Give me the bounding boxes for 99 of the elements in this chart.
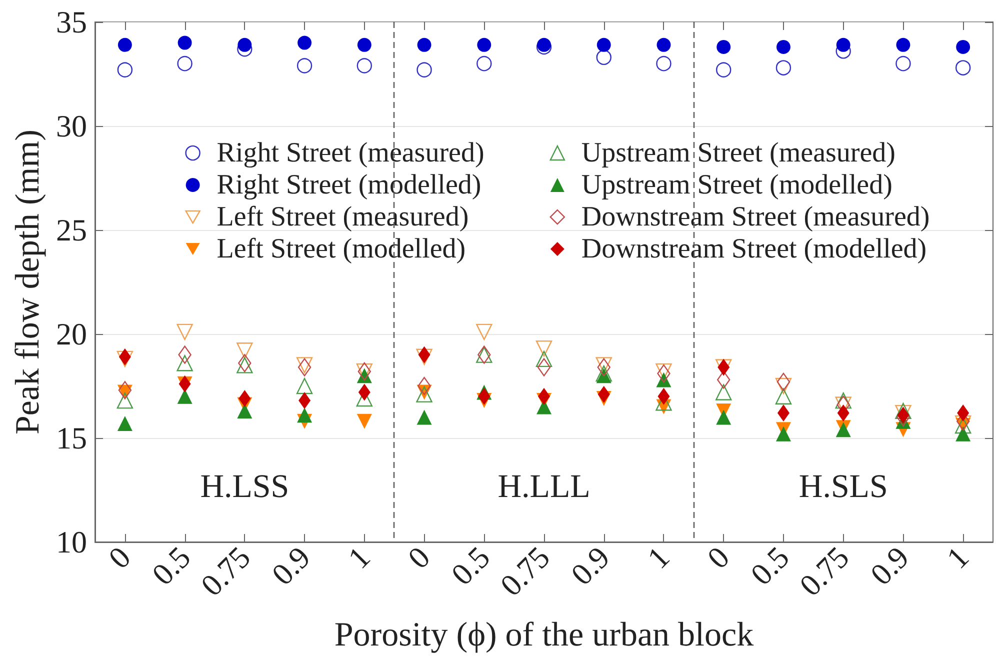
point: [656, 38, 671, 52]
point: [478, 388, 490, 405]
x-tick-label: 1: [640, 540, 676, 576]
point: [596, 50, 612, 65]
point: [956, 426, 971, 442]
point: [957, 404, 970, 422]
point: [656, 372, 672, 388]
legend-label: Left Street (measured): [216, 202, 469, 232]
y-axis-title: Peak flow depth (mm): [10, 130, 46, 434]
point: [118, 348, 131, 366]
point: [658, 388, 670, 405]
annotation: H.SLS: [798, 469, 888, 505]
point: [896, 38, 910, 52]
point: [117, 62, 133, 78]
point: [117, 416, 132, 431]
legend-label: Downstream Street (measured): [581, 202, 930, 232]
point: [416, 348, 432, 365]
y-tick-label: 35: [56, 4, 87, 40]
point: [177, 388, 192, 404]
point: [716, 40, 731, 54]
point: [118, 381, 132, 400]
x-tick-label: 0.9: [564, 540, 616, 592]
x-axis-title: Porosity (ϕ) of the urban block: [334, 616, 754, 654]
point: [418, 376, 431, 396]
point: [896, 56, 911, 72]
point: [776, 372, 790, 391]
point: [656, 56, 672, 72]
point: [418, 346, 430, 364]
annotation: H.LLL: [498, 469, 590, 505]
point: [298, 36, 312, 50]
y-tick-label: 20: [56, 316, 87, 352]
point: [836, 38, 850, 52]
point: [716, 62, 732, 78]
point: [298, 392, 311, 410]
point: [238, 390, 251, 407]
point: [236, 357, 253, 374]
point: [416, 62, 432, 78]
legend-label: Upstream Street (modelled): [581, 170, 892, 200]
y-tick-label: 25: [56, 212, 87, 248]
point: [598, 386, 610, 403]
legend-label: Right Street (measured): [216, 138, 484, 168]
point: [116, 350, 134, 368]
point: [956, 40, 970, 54]
point: [596, 38, 611, 52]
point: [596, 365, 612, 382]
x-tick-label: 0: [102, 540, 138, 576]
point: [835, 392, 852, 409]
point: [536, 350, 552, 368]
point: [296, 378, 313, 394]
point: [536, 340, 552, 357]
legend-label: Downstream Street (modelled): [581, 234, 927, 264]
annotation: H.LSS: [200, 469, 290, 505]
legend-label: Left Street (modelled): [216, 234, 466, 264]
point: [776, 40, 790, 54]
point: [357, 38, 372, 52]
point: [176, 324, 193, 340]
point: [176, 355, 193, 372]
point: [837, 404, 850, 422]
x-tick-label: 0.9: [264, 540, 317, 592]
point: [955, 60, 971, 76]
point: [297, 408, 312, 423]
x-tick-label: 0: [700, 540, 736, 576]
point: [118, 38, 132, 52]
x-tick-label: 1: [341, 540, 377, 576]
point: [296, 357, 313, 374]
point: [716, 384, 732, 400]
point: [116, 392, 134, 409]
point: [657, 364, 670, 383]
y-tick-label: 30: [56, 108, 87, 144]
point: [776, 60, 792, 76]
legend-label: Right Street (modelled): [216, 170, 482, 200]
point: [296, 58, 312, 74]
point: [356, 58, 372, 74]
point: [236, 342, 253, 359]
point: [596, 357, 612, 374]
y-tick-label: 15: [56, 420, 87, 456]
point: [238, 38, 252, 52]
point: [775, 388, 792, 404]
x-tick-label: 0.9: [863, 540, 916, 592]
point: [178, 346, 192, 364]
point: [417, 38, 432, 52]
y-tick-label: 10: [56, 524, 87, 560]
point: [416, 410, 432, 425]
point: [476, 56, 492, 72]
point: [358, 384, 370, 401]
x-tick-label: 1: [940, 540, 976, 576]
point: [476, 324, 492, 340]
legend-label: Upstream Street (measured): [581, 138, 896, 168]
x-tick-label: 0: [400, 540, 437, 576]
point: [775, 378, 792, 394]
point: [537, 38, 551, 52]
point: [178, 36, 192, 50]
point: [716, 410, 732, 425]
point: [776, 426, 791, 442]
point: [177, 56, 192, 72]
point: [356, 414, 372, 429]
point: [477, 38, 492, 52]
point: [537, 358, 551, 376]
point: [777, 404, 790, 422]
